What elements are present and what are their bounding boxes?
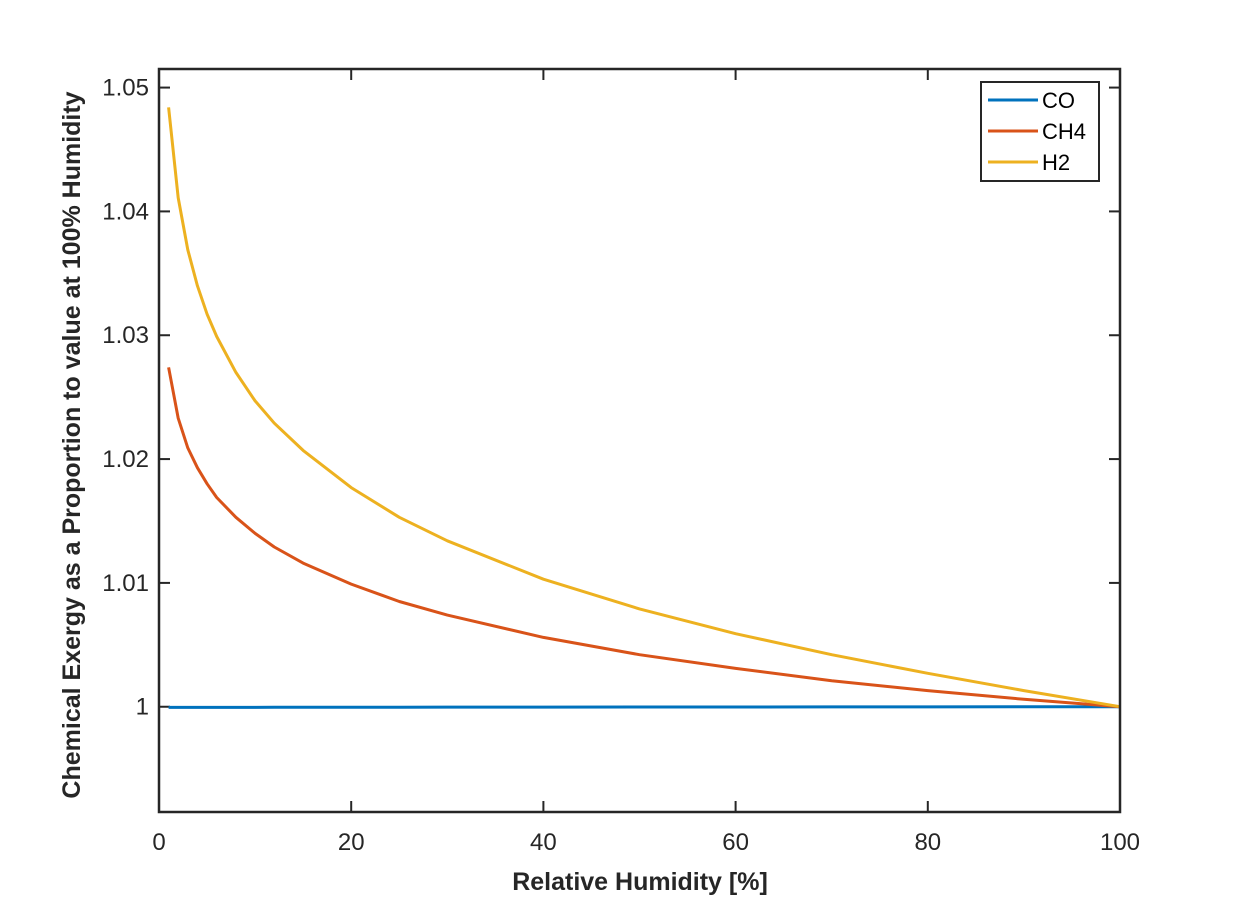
- legend-label-co: CO: [1042, 88, 1075, 113]
- y-tick-label: 1: [136, 694, 149, 721]
- x-tick-label: 0: [152, 829, 165, 856]
- series-line-ch4: [167, 367, 1121, 709]
- x-tick-label: 60: [722, 829, 749, 856]
- x-axis-label: Relative Humidity [%]: [512, 868, 768, 896]
- x-tick-label: 80: [914, 829, 941, 856]
- x-tick-label: 40: [530, 829, 557, 856]
- x-tick-label: 100: [1100, 829, 1140, 856]
- legend-label-h2: H2: [1042, 150, 1070, 175]
- y-tick-label: 1.02: [102, 446, 149, 473]
- series-line-co: [168, 705, 1120, 709]
- x-tick-label: 20: [338, 829, 365, 856]
- series-line-h2: [167, 107, 1121, 709]
- y-axis-label: Chemical Exergy as a Proportion to value…: [58, 91, 86, 798]
- y-tick-label: 1.01: [102, 570, 149, 597]
- plot-frame: [157, 67, 1122, 814]
- y-tick-label: 1.05: [102, 75, 149, 102]
- series-lines: [167, 107, 1121, 709]
- y-tick-label: 1.04: [102, 198, 149, 225]
- legend-label-ch4: CH4: [1042, 119, 1086, 144]
- legend-items: CO CH4 H2: [988, 88, 1086, 175]
- legend: CO CH4 H2: [980, 81, 1100, 182]
- plot-background: [159, 69, 1120, 812]
- x-tick-labels: 0 20 40 60 80 100: [152, 829, 1140, 856]
- y-tick-labels: 1 1.01 1.02 1.03 1.04 1.05: [102, 75, 149, 721]
- y-tick-label: 1.03: [102, 322, 149, 349]
